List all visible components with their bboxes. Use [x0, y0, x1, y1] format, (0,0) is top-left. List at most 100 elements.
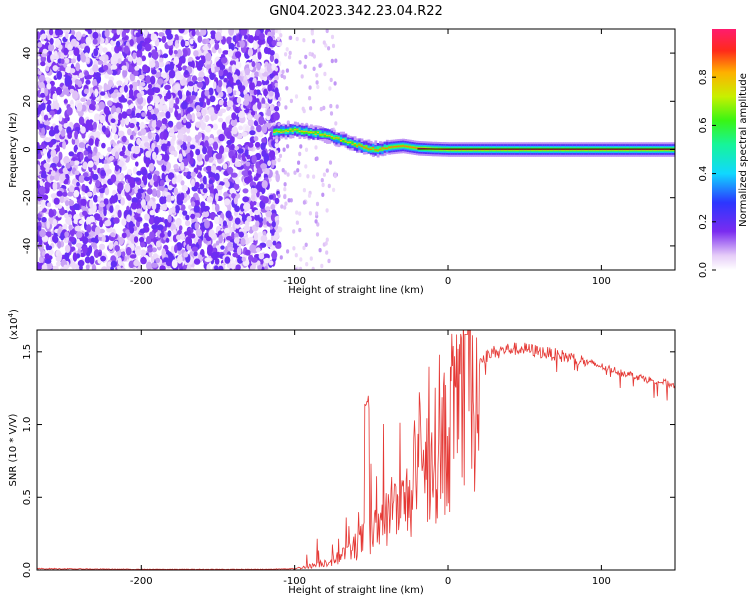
spectrogram-noise-cell	[244, 236, 250, 246]
spectrogram-noise-cell	[65, 162, 71, 169]
spectrogram-noise-cell	[110, 118, 116, 123]
spectrogram-signal-cell	[319, 130, 322, 136]
spectrogram-noise-cell	[37, 164, 41, 173]
spectrogram-noise-cell	[169, 77, 175, 85]
spectrogram-noise-cell	[256, 124, 262, 133]
spectrogram-noise-cell	[156, 154, 163, 161]
spectrogram-noise-cell	[107, 261, 112, 267]
spectrogram-signal-cell	[374, 149, 378, 151]
spectrogram-noise-cell	[316, 84, 320, 90]
spectrogram-noise-cell	[40, 33, 47, 40]
spectrogram-noise-cell	[296, 168, 300, 173]
spectrogram-signal-cell	[287, 129, 290, 133]
spectrogram-noise-cell	[99, 45, 103, 54]
spectrogram-noise-cell	[78, 142, 86, 149]
spectrogram-noise-cell	[282, 75, 287, 80]
spectrogram-noise-cell	[156, 120, 163, 128]
spectrogram-noise-cell	[113, 134, 119, 140]
spectrogram-noise-cell	[193, 258, 201, 265]
spectrogram-noise-cell	[224, 256, 231, 264]
spectrogram-noise-cell	[224, 227, 230, 234]
spectrogram-noise-cell	[165, 237, 170, 243]
spectrogram-noise-cell	[193, 251, 198, 257]
spectrogram-noise-cell	[235, 264, 241, 270]
spectrogram-noise-cell	[95, 179, 101, 188]
spectrogram-noise-cell	[190, 171, 196, 178]
spectrogram-noise-cell	[152, 51, 159, 60]
spectrogram-noise-cell	[304, 242, 308, 247]
spectrogram-noise-cell	[48, 142, 53, 148]
spectrogram-noise-cell	[107, 100, 113, 107]
spectrogram-noise-cell	[118, 113, 123, 121]
spectrogram-noise-cell	[274, 87, 279, 96]
spectrogram-noise-cell	[268, 90, 274, 97]
spectrogram-noise-cell	[90, 242, 97, 248]
spectrogram-noise-cell	[50, 170, 56, 177]
spectrogram-noise-cell	[315, 80, 319, 85]
spectrogram-noise-cell	[186, 142, 192, 152]
spectrogram-signal-cell	[376, 149, 380, 151]
spectrogram-noise-cell	[199, 183, 205, 190]
spectrogram-noise-cell	[89, 199, 94, 209]
spectrogram-noise-cell	[197, 35, 203, 43]
spectrogram-noise-cell	[78, 175, 85, 183]
spectrogram-noise-cell	[248, 142, 254, 148]
spectrogram-noise-cell	[244, 176, 251, 184]
spectrogram-noise-cell	[334, 121, 338, 126]
spectrogram-noise-cell	[39, 228, 46, 238]
spectrogram-noise-cell	[200, 29, 207, 36]
spectrogram-noise-cell	[210, 34, 216, 40]
spectrogram-signal-cell	[289, 129, 293, 132]
spectrogram-noise-cell	[55, 29, 60, 36]
spectrogram-noise-cell	[52, 65, 59, 72]
spectrogram-noise-cell	[128, 182, 136, 188]
spectrogram-noise-cell	[226, 106, 230, 111]
spectrogram-noise-cell	[241, 131, 248, 137]
spectrogram-noise-cell	[243, 202, 251, 211]
spectrogram-noise-cell	[201, 108, 207, 117]
spectrogram-noise-cell	[185, 220, 191, 227]
spectrogram-noise-cell	[149, 162, 155, 172]
spectrogram-noise-cell	[282, 147, 286, 152]
spectrogram-noise-cell	[99, 114, 106, 124]
spectrogram-noise-cell	[108, 242, 114, 250]
spectrogram-noise-cell	[256, 202, 261, 208]
spectrogram-noise-cell	[191, 246, 199, 252]
spectrogram-noise-cell	[169, 128, 176, 134]
spectrogram-noise-cell	[238, 231, 244, 238]
spectrogram-noise-cell	[294, 253, 298, 258]
spectrogram-noise-cell	[100, 169, 106, 177]
colorbar-tick-label: 0.4	[698, 166, 709, 182]
spectrogram-signal-cell	[365, 144, 368, 148]
spectrogram-noise-cell	[141, 55, 147, 62]
spectrogram-noise-cell	[78, 72, 84, 79]
spectrogram-noise-cell	[141, 168, 148, 176]
colorbar-ticks: 0.00.20.40.60.8	[698, 69, 716, 278]
spectrogram-noise-cell	[73, 189, 80, 198]
spectrogram-noise-cell	[177, 255, 183, 264]
spectrogram-noise-cell	[247, 119, 254, 127]
spectrogram-noise-cell	[53, 125, 60, 134]
spectrogram-noise-cell	[161, 164, 167, 172]
spectrogram-noise-cell	[87, 153, 93, 159]
spectrogram-noise-cell	[58, 114, 63, 122]
spectrogram-noise-cell	[242, 80, 249, 86]
spectrogram-signal-cell	[319, 134, 322, 136]
spectrogram-noise-cell	[169, 101, 174, 109]
spectrogram-noise-cell	[100, 255, 107, 262]
spectrogram-signal-cell	[349, 141, 352, 143]
spectrogram-noise-cell	[205, 52, 212, 62]
spectrogram-noise-cell	[64, 231, 70, 238]
spectrogram-noise-cell	[314, 145, 318, 150]
spectrogram-noise-cell	[330, 58, 334, 64]
spectrogram-noise-cell	[203, 206, 208, 212]
spectrogram-noise-cell	[265, 210, 273, 218]
spectrogram-noise-cell	[233, 237, 240, 244]
spectrogram-noise-cell	[264, 168, 270, 176]
spectrogram-noise-cell	[139, 82, 146, 87]
spectrogram-noise-cell	[159, 111, 166, 117]
spectrogram-ytick-label: 20	[22, 95, 33, 108]
spectrogram-noise-cell	[41, 127, 46, 136]
spectrogram-noise-cell	[107, 69, 113, 75]
